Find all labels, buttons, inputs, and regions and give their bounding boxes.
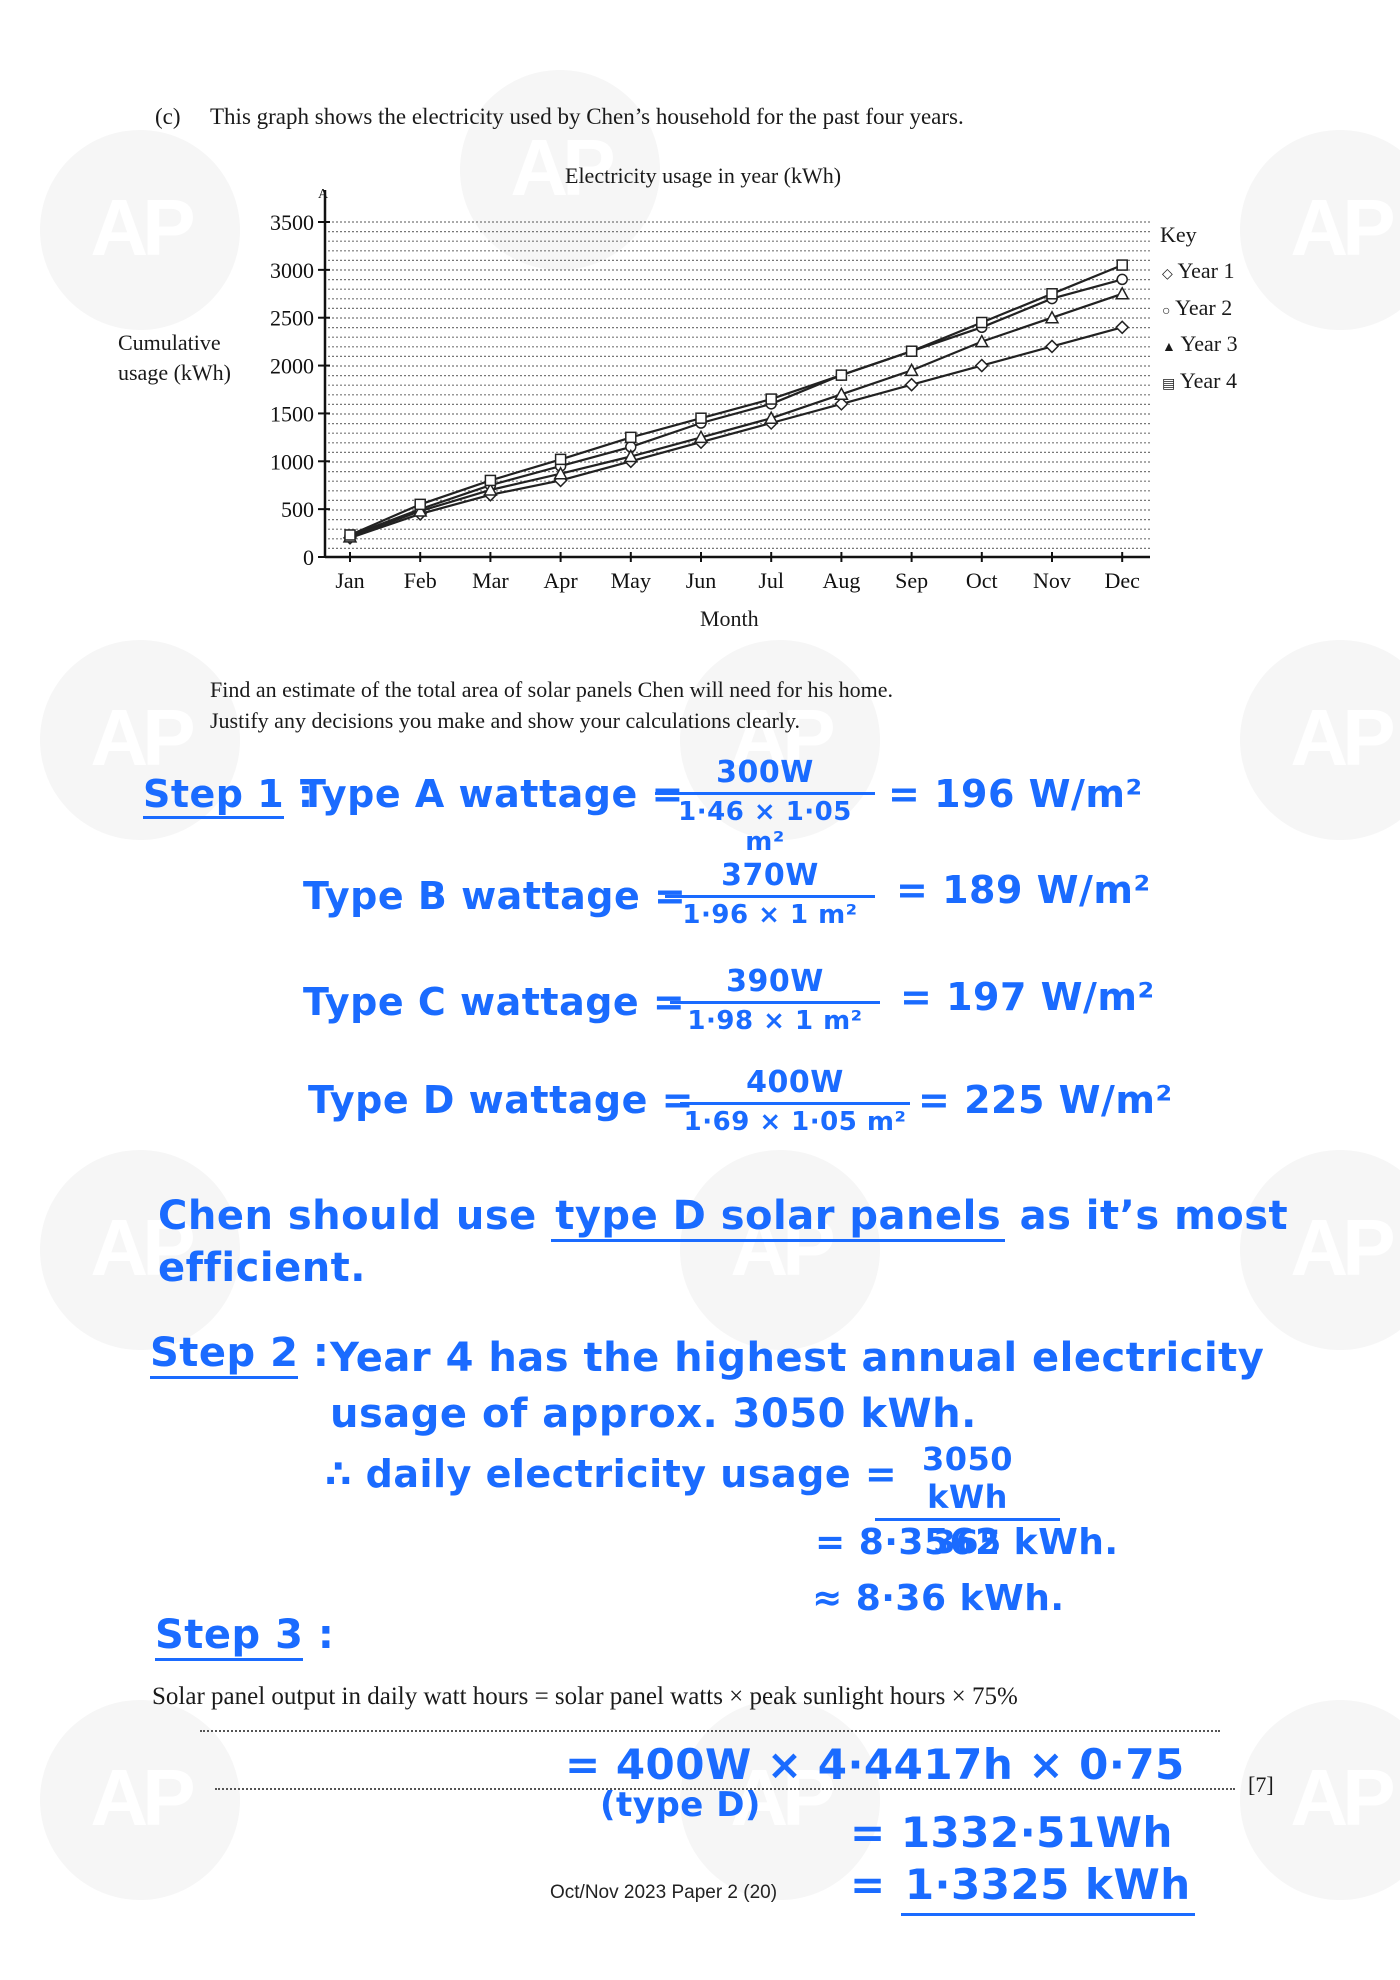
chart-ylabel: Cumulative usage (kWh) — [118, 330, 232, 385]
svg-text:2500: 2500 — [270, 306, 314, 331]
legend-title: Key — [1160, 222, 1197, 247]
type-d-label: Type D wattage = — [308, 1078, 694, 1122]
svg-text:0: 0 — [303, 545, 314, 570]
type-c-label: Type C wattage = — [303, 980, 686, 1024]
svg-text:Oct: Oct — [966, 568, 998, 593]
type-d-result: = 225 W/m² — [918, 1078, 1173, 1122]
step2-text: Year 4 has the highest annual electricit… — [330, 1335, 1265, 1437]
watermark-logo: AP — [1240, 1150, 1400, 1350]
watermark-logo: AP — [680, 640, 880, 840]
watermark-logo: AP — [460, 70, 660, 270]
daily-usage-label: ∴ daily electricity usage = — [325, 1452, 898, 1496]
type-b-fraction: 370W 1·96 × 1 m² — [665, 858, 875, 930]
output-formula: Solar panel output in daily watt hours =… — [152, 1683, 1018, 1710]
circle-marker-icon: ○ — [1162, 303, 1171, 319]
svg-text:Apr: Apr — [543, 568, 578, 593]
svg-text:Nov: Nov — [1033, 568, 1071, 593]
type-a-label: Type A wattage = — [300, 772, 684, 816]
svg-text:Jun: Jun — [686, 568, 717, 593]
output-wh: = 1332·51Wh — [850, 1808, 1173, 1857]
svg-text:Jul: Jul — [758, 568, 784, 593]
svg-text:Mar: Mar — [472, 568, 509, 593]
svg-text:1000: 1000 — [270, 449, 314, 474]
daily-usage-result: = 8·3562 kWh. — [815, 1522, 1119, 1563]
question-label: (c) — [155, 104, 181, 129]
svg-text:Aug: Aug — [822, 568, 860, 593]
output-calc: = 400W × 4·4417h × 0·75 — [565, 1740, 1185, 1789]
step3-heading: Step 3 : — [155, 1612, 334, 1661]
page-footer: Oct/Nov 2023 Paper 2 (20) — [550, 1882, 778, 1903]
square-marker-icon: ▤ — [1162, 376, 1176, 392]
watermark-logo: AP — [40, 640, 240, 840]
svg-text:Feb: Feb — [404, 568, 437, 593]
chosen-panel: type D solar panels — [551, 1193, 1006, 1242]
grid — [328, 221, 1150, 550]
chart-title: Electricity usage in year (kWh) — [565, 163, 842, 188]
watermark-logo: AP — [40, 1150, 240, 1350]
svg-text:3500: 3500 — [270, 210, 314, 235]
line-chart: A 0 500 1000 1500 2000 2500 3000 3500 Jan Feb Mar… — [270, 187, 1150, 593]
type-a-result: = 196 W/m² — [888, 772, 1143, 816]
type-c-result: = 197 W/m² — [900, 975, 1155, 1019]
svg-text:May: May — [611, 568, 651, 593]
watermark-logo: AP — [680, 1700, 880, 1900]
question-intro: This graph shows the electricity used by… — [210, 104, 964, 129]
step1-heading: Step 1 : — [143, 772, 314, 819]
svg-text:500: 500 — [281, 497, 314, 522]
chart-xlabel: Month — [700, 606, 759, 631]
diamond-marker-icon: ◇ — [1162, 267, 1173, 282]
watermark-logo: AP — [680, 1150, 880, 1350]
marks-label: [7] — [1248, 1772, 1274, 1797]
watermark-logo: AP — [40, 1700, 240, 1900]
type-b-result: = 189 W/m² — [896, 868, 1151, 912]
daily-usage-fraction: 3050 kWh 365 — [875, 1440, 1060, 1561]
watermark-logo: AP — [1240, 130, 1400, 330]
legend-item-year-3: ▲ Year 3 — [1162, 331, 1238, 356]
svg-text:Dec: Dec — [1104, 568, 1140, 593]
svg-text:A: A — [318, 187, 329, 202]
step2-heading: Step 2 : — [150, 1330, 329, 1379]
chart-legend: ◇ Year 1 ○ Year 2 ▲ Year 3 ▤ Year 4 — [1162, 255, 1238, 401]
triangle-marker-icon: ▲ — [1162, 340, 1176, 355]
type-a-fraction: 300W 1·46 × 1·05 m² — [655, 755, 875, 857]
watermark-logo: AP — [1240, 640, 1400, 840]
svg-text:2000: 2000 — [270, 354, 314, 379]
legend-item-year-4: ▤ Year 4 — [1162, 367, 1237, 393]
output-kwh: = 1·3325 kWh — [850, 1860, 1195, 1916]
answer-line — [200, 1730, 1220, 1732]
type-d-fraction: 400W 1·69 × 1·05 m² — [680, 1065, 910, 1137]
question-prompt: Find an estimate of the total area of so… — [210, 677, 894, 733]
answer-line — [215, 1788, 1235, 1790]
svg-text:Jan: Jan — [335, 568, 364, 593]
svg-text:Sep: Sep — [895, 568, 928, 593]
legend-item-year-1: ◇ Year 1 — [1162, 258, 1235, 283]
watermark-logo: AP — [40, 130, 240, 330]
conclusion: Chen should use type D solar panels as i… — [158, 1193, 1289, 1291]
svg-text:3000: 3000 — [270, 258, 314, 283]
legend-item-year-2: ○ Year 2 — [1162, 294, 1233, 320]
panel-type-note: (type D) — [600, 1785, 761, 1825]
type-b-label: Type B wattage = — [303, 874, 687, 918]
daily-usage-rounded: ≈ 8·36 kWh. — [812, 1578, 1065, 1619]
svg-text:1500: 1500 — [270, 401, 314, 426]
type-c-fraction: 390W 1·98 × 1 m² — [670, 964, 880, 1036]
watermark-logo: AP — [1240, 1700, 1400, 1900]
